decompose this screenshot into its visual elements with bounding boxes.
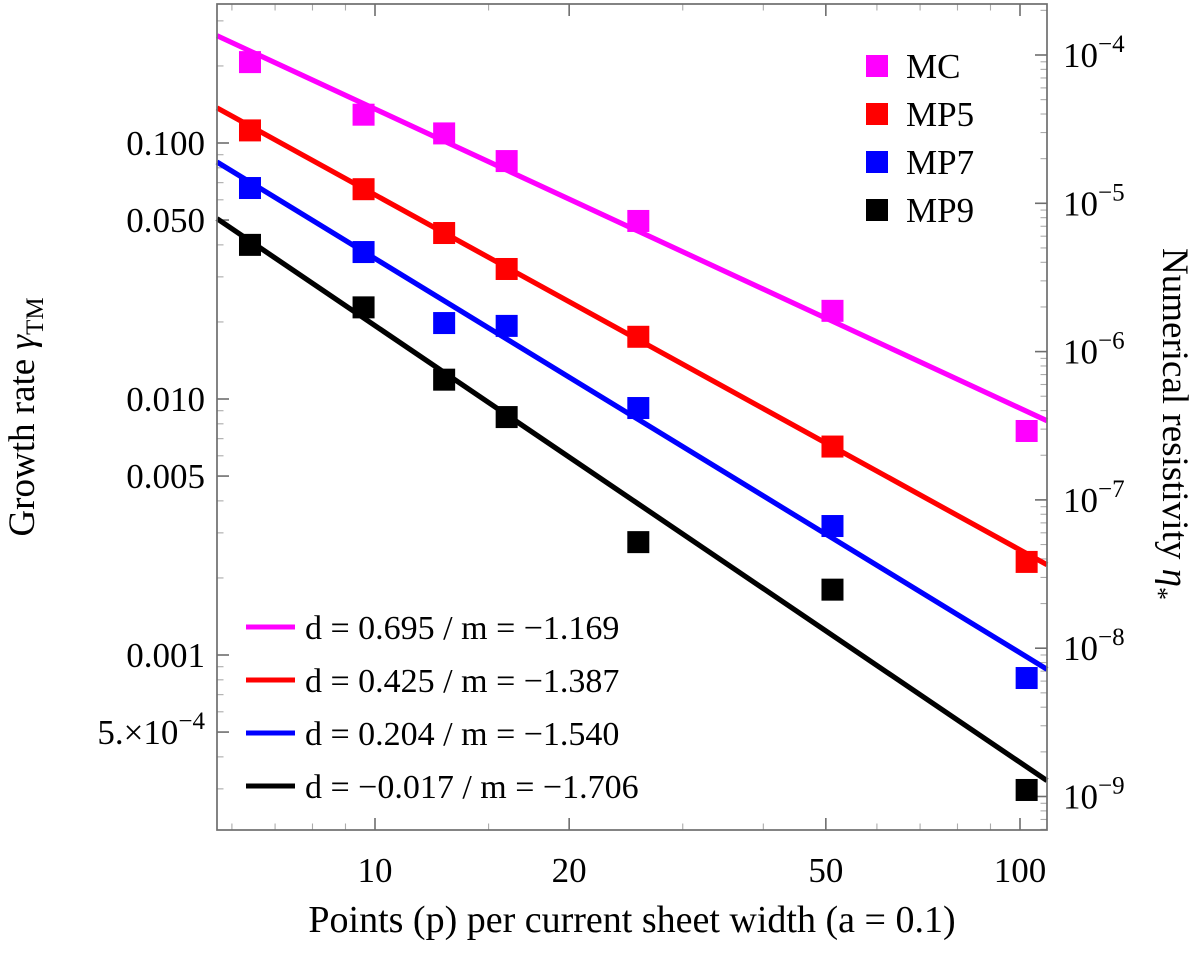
marker-MP7 (821, 515, 844, 538)
marker-MP9 (352, 296, 375, 319)
marker-MP7 (352, 241, 375, 264)
marker-MP9 (1015, 778, 1038, 801)
marker-MC (352, 103, 375, 126)
legend-swatch-MP7 (866, 151, 888, 173)
y-left-tick-label: 5.×10−4 (97, 708, 205, 752)
marker-MP9 (433, 368, 456, 391)
y-left-tick-label: 0.010 (126, 380, 205, 419)
fit-legend-label-MP9: d = −0.017 / m = −1.706 (305, 769, 639, 806)
marker-MP9 (238, 233, 261, 256)
x-tick-label: 20 (552, 851, 587, 890)
marker-MP7 (1015, 667, 1038, 690)
marker-MP7 (238, 177, 261, 200)
y-left-tick-label: 0.001 (126, 636, 205, 675)
y-right-axis-title: Numerical resistivity η* (1144, 248, 1195, 600)
y-right-tick-label: 10−6 (1063, 328, 1125, 372)
legend-swatch-MP9 (866, 199, 888, 221)
y-right-tick-label: 10−5 (1063, 179, 1125, 223)
legend-swatch-MP5 (866, 103, 888, 125)
marker-MP5 (495, 257, 518, 280)
y-left-tick-label: 0.100 (126, 124, 205, 163)
fit-legend-label-MC: d = 0.695 / m = −1.169 (305, 610, 619, 647)
marker-MP7 (627, 397, 650, 420)
marker-MP5 (821, 435, 844, 458)
marker-MC (495, 150, 518, 173)
legend-swatch-MC (866, 55, 888, 77)
y-right-tick-label: 10−4 (1063, 31, 1125, 75)
marker-MC (433, 122, 456, 145)
x-tick-label: 10 (358, 851, 393, 890)
fit-legend-label-MP5: d = 0.425 / m = −1.387 (305, 663, 619, 700)
x-tick-label: 100 (994, 851, 1047, 890)
marker-MP5 (1015, 550, 1038, 573)
legend-label-MP7: MP7 (906, 143, 974, 182)
y-left-tick-label: 0.005 (126, 457, 205, 496)
marker-MC (821, 299, 844, 322)
legend-label-MP9: MP9 (906, 191, 974, 230)
marker-MP7 (433, 312, 456, 335)
marker-MP5 (238, 119, 261, 142)
marker-MP5 (627, 325, 650, 348)
y-left-tick-label: 0.050 (126, 201, 205, 240)
y-right-tick-label: 10−7 (1063, 476, 1125, 520)
marker-MP5 (352, 178, 375, 201)
marker-MP5 (433, 222, 456, 245)
x-axis-title: Points (p) per current sheet width (a = … (308, 899, 955, 941)
y-right-tick-label: 10−8 (1063, 624, 1125, 668)
marker-MP9 (821, 578, 844, 601)
marker-MP9 (495, 406, 518, 429)
marker-MC (627, 209, 650, 232)
marker-MP9 (627, 531, 650, 554)
fit-legend-label-MP7: d = 0.204 / m = −1.540 (305, 716, 619, 753)
y-right-tick-label: 10−9 (1063, 773, 1125, 817)
marker-MC (1015, 419, 1038, 442)
legend-label-MP5: MP5 (906, 95, 974, 134)
y-left-axis-title: Growth rate γTM (2, 297, 49, 536)
x-tick-label: 50 (808, 851, 843, 890)
marker-MP7 (495, 314, 518, 337)
plot-frame (216, 3, 1048, 831)
legend-label-MC: MC (906, 47, 960, 86)
marker-MC (238, 51, 261, 74)
